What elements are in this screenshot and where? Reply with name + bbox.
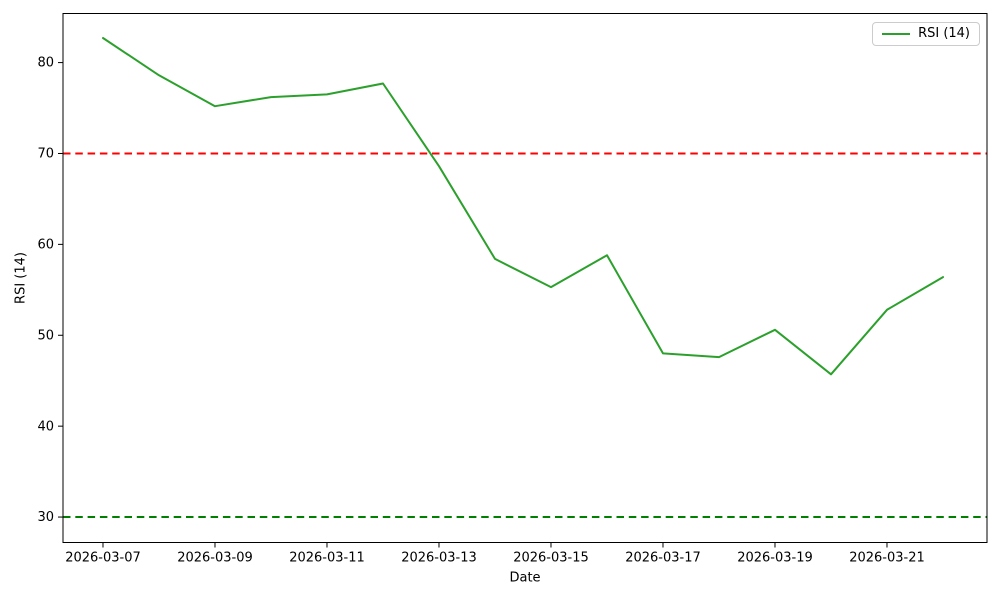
- y-tick-label: 70: [37, 147, 54, 162]
- x-tick-label: 2026-03-21: [849, 551, 925, 566]
- x-tick-label: 2026-03-17: [625, 551, 701, 566]
- y-tick-label: 80: [37, 56, 54, 71]
- x-tick-label: 2026-03-07: [65, 551, 141, 566]
- legend-label: RSI (14): [918, 26, 970, 41]
- x-tick-label: 2026-03-11: [289, 551, 365, 566]
- plot-border: [62, 13, 988, 543]
- rsi-line: [102, 37, 944, 376]
- x-tick-label: 2026-03-09: [177, 551, 253, 566]
- y-tick-label: 40: [37, 419, 54, 434]
- legend: RSI (14): [872, 22, 980, 46]
- y-tick-label: 50: [37, 328, 54, 343]
- x-tick-label: 2026-03-13: [401, 551, 477, 566]
- x-tick-label: 2026-03-19: [737, 551, 813, 566]
- y-tick-label: 30: [37, 510, 54, 525]
- y-axis-label: RSI (14): [13, 252, 29, 304]
- x-tick-label: 2026-03-15: [513, 551, 589, 566]
- y-tick-label: 60: [37, 238, 54, 253]
- legend-line-sample: [882, 33, 911, 35]
- x-axis-label: Date: [509, 570, 541, 586]
